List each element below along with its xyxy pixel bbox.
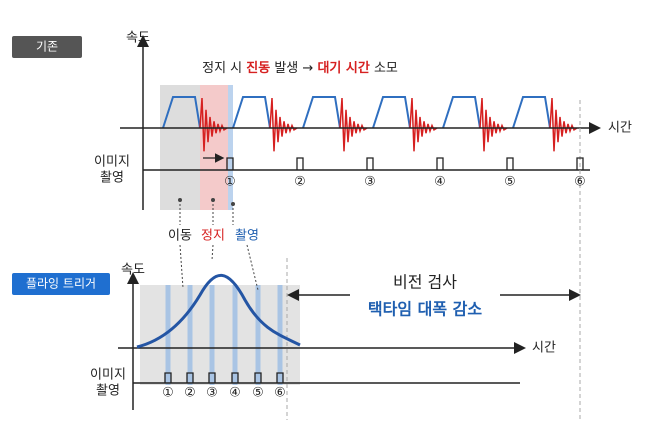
speed-profile [232,96,271,129]
phase: 촬영 [235,229,259,244]
speed-profile [442,96,481,129]
leader-dot [211,198,215,202]
vibration [409,97,438,152]
shot-label: ⑥ [574,175,586,190]
speed-profile [512,96,551,129]
shot-label: ⑤ [504,175,516,190]
shot-label: ① [162,386,174,401]
pulse [208,372,216,383]
shot-bar [209,285,215,385]
annotation: 정지 시 진동 발생 → 대기 시간 소모 [202,60,398,76]
shot-label: ② [294,175,306,190]
leader-dot [178,198,182,202]
vibration [339,97,368,152]
shot-label: ⑤ [252,386,264,401]
pulse [276,372,284,383]
leader [246,244,259,291]
shot-label: ② [184,386,196,401]
badge: 기존 [36,40,58,54]
shot-bar [165,285,171,385]
shot-label: ④ [434,175,446,190]
vibration [199,97,228,152]
pulse [436,157,444,170]
pulse [296,157,304,170]
speed-profile [302,96,341,129]
shot-zone [228,85,233,210]
badge-box [12,273,110,295]
move-zone [160,85,200,210]
shot-label: ④ [229,386,241,401]
x-label: 시간 [608,121,632,136]
shot-bar [187,285,193,385]
badge-box [12,36,82,58]
vibration [549,97,578,152]
shot-label: ③ [364,175,376,190]
vibration [479,97,508,152]
shot-label: ⑥ [274,386,286,401]
note: 비전 검사 [393,273,457,292]
pulse [576,157,584,170]
pulse [254,372,262,383]
shot-label: ① [224,175,236,190]
pulse [231,372,239,383]
pulse [226,157,234,170]
speed-profile [162,96,201,129]
speed-profile [372,96,411,129]
leader [179,244,184,289]
pulse [186,372,194,383]
speed-curve [136,273,301,349]
leader-dot [231,202,235,206]
phase: 정지 [201,229,225,244]
leader [211,244,214,261]
x-label: 시간 [532,341,556,356]
y-label: 속도 [126,31,150,46]
pulse [366,157,374,170]
capture-label: 이미지 [94,155,130,170]
shot-label: ③ [206,386,218,401]
vibration [269,97,298,152]
phase: 이동 [168,229,192,244]
badge: 플라잉 트리거 [26,277,96,291]
y-label: 속도 [121,263,145,278]
shot-bar [232,285,238,385]
capture-label: 이미지 [90,368,126,383]
pulse [164,372,172,383]
note: 택타임 대폭 감소 [368,300,482,319]
shot-bar [255,285,261,385]
capture-label: 촬영 [100,171,124,186]
pulse [506,157,514,170]
capture-label: 촬영 [96,384,120,399]
